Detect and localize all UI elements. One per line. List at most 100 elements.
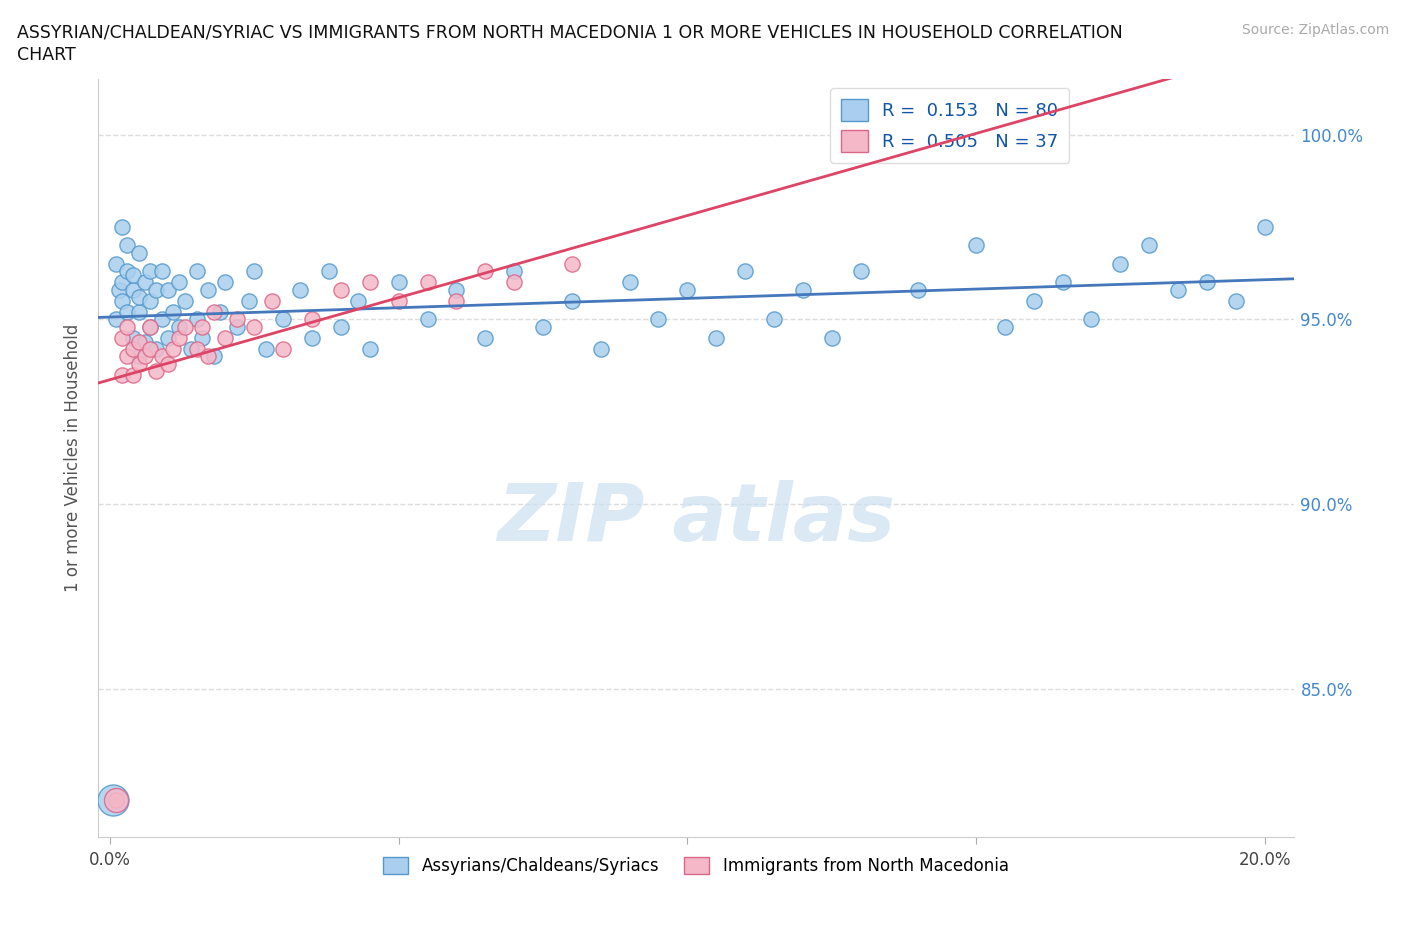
Text: ZIP atlas: ZIP atlas <box>496 480 896 558</box>
Point <box>117 264 139 279</box>
Point <box>104 792 127 807</box>
Point <box>792 283 814 298</box>
Point <box>191 330 214 345</box>
Point <box>1137 238 1160 253</box>
Point <box>301 330 323 345</box>
Legend: Assyrians/Chaldeans/Syriacs, Immigrants from North Macedonia: Assyrians/Chaldeans/Syriacs, Immigrants … <box>377 850 1015 882</box>
Point <box>110 367 132 382</box>
Point <box>167 275 190 290</box>
Point <box>107 283 129 298</box>
Y-axis label: 1 or more Vehicles in Household: 1 or more Vehicles in Household <box>65 324 83 592</box>
Point <box>359 275 381 290</box>
Point <box>110 219 132 234</box>
Point <box>503 275 526 290</box>
Point <box>226 312 249 326</box>
Point <box>820 330 842 345</box>
Point <box>117 304 139 319</box>
Point <box>290 283 312 298</box>
Point <box>134 334 156 349</box>
Point <box>965 238 987 253</box>
Point <box>388 294 411 309</box>
Point <box>446 283 468 298</box>
Point <box>329 319 352 334</box>
Point <box>156 356 179 371</box>
Text: ASSYRIAN/CHALDEAN/SYRIAC VS IMMIGRANTS FROM NORTH MACEDONIA 1 OR MORE VEHICLES I: ASSYRIAN/CHALDEAN/SYRIAC VS IMMIGRANTS F… <box>17 23 1122 41</box>
Point <box>446 294 468 309</box>
Point <box>271 312 294 326</box>
Point <box>128 304 150 319</box>
Point <box>128 356 150 371</box>
Point <box>139 294 162 309</box>
Point <box>994 319 1017 334</box>
Point <box>416 275 439 290</box>
Point <box>1080 312 1102 326</box>
Point <box>128 290 150 305</box>
Point <box>301 312 323 326</box>
Point <box>1225 294 1247 309</box>
Point <box>150 312 173 326</box>
Point <box>117 238 139 253</box>
Point <box>128 334 150 349</box>
Point <box>104 312 127 326</box>
Point <box>191 319 214 334</box>
Point <box>145 283 167 298</box>
Point <box>202 304 225 319</box>
Point <box>110 294 132 309</box>
Point <box>139 264 162 279</box>
Point <box>122 268 145 283</box>
Point <box>1253 219 1275 234</box>
Point <box>145 364 167 379</box>
Point <box>329 283 352 298</box>
Point <box>104 792 127 807</box>
Point <box>243 319 266 334</box>
Point <box>197 349 219 364</box>
Point <box>156 283 179 298</box>
Point <box>128 246 150 260</box>
Point <box>122 330 145 345</box>
Point <box>122 283 145 298</box>
Point <box>907 283 929 298</box>
Point <box>145 341 167 356</box>
Point <box>128 349 150 364</box>
Point <box>226 319 249 334</box>
Point <box>531 319 554 334</box>
Point <box>561 294 583 309</box>
Point <box>167 330 190 345</box>
Point <box>243 264 266 279</box>
Point <box>849 264 872 279</box>
Point <box>117 349 139 364</box>
Point <box>347 294 370 309</box>
Point <box>110 275 132 290</box>
Point <box>647 312 669 326</box>
Point <box>208 304 231 319</box>
Point <box>503 264 526 279</box>
Point <box>1109 257 1132 272</box>
Text: CHART: CHART <box>17 46 76 64</box>
Point <box>101 792 124 807</box>
Point <box>174 294 197 309</box>
Point <box>734 264 756 279</box>
Point <box>167 319 190 334</box>
Point <box>174 319 197 334</box>
Text: Source: ZipAtlas.com: Source: ZipAtlas.com <box>1241 23 1389 37</box>
Point <box>150 264 173 279</box>
Point <box>101 792 124 807</box>
Point <box>139 319 162 334</box>
Point <box>238 294 260 309</box>
Point <box>150 349 173 364</box>
Point <box>214 330 236 345</box>
Point <box>1195 275 1218 290</box>
Point <box>162 341 184 356</box>
Point <box>474 264 496 279</box>
Point <box>156 330 179 345</box>
Point <box>139 341 162 356</box>
Point <box>134 275 156 290</box>
Point <box>1022 127 1045 142</box>
Point <box>474 330 496 345</box>
Point <box>186 341 208 356</box>
Point <box>110 330 132 345</box>
Point <box>589 341 612 356</box>
Point <box>704 330 727 345</box>
Point <box>561 257 583 272</box>
Point <box>186 312 208 326</box>
